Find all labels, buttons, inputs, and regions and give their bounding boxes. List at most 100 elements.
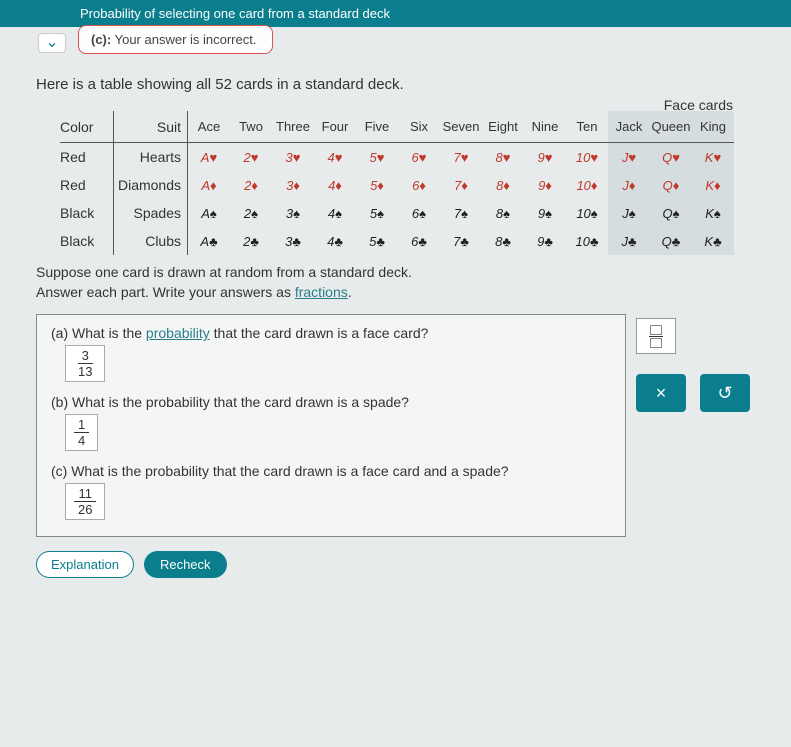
- cell-card: 7♣: [440, 227, 482, 255]
- cell-card: 9♠: [524, 199, 566, 227]
- table-header-row: Face cards Color Suit Ace Two Three Four…: [60, 111, 761, 143]
- fraction-tool[interactable]: [636, 318, 676, 354]
- instruct-line2c: .: [348, 284, 352, 300]
- instruct-line2a: Answer each part. Write your answers as: [36, 284, 295, 300]
- cell-card: 10♠: [566, 199, 608, 227]
- cell-card: A♠: [188, 199, 230, 227]
- cell-card: 2♦: [230, 171, 272, 199]
- cell-card: 8♠: [482, 199, 524, 227]
- cell-card: 6♥: [398, 143, 440, 171]
- hdr-queen: Queen: [650, 111, 692, 143]
- cell-card: 2♥: [230, 143, 272, 171]
- cell-card: 6♦: [398, 171, 440, 199]
- content-area: ⌄ (c): Your answer is incorrect. Here is…: [0, 27, 791, 588]
- cell-card: A♥: [188, 143, 230, 171]
- header-title: Probability of selecting one card from a…: [80, 6, 390, 21]
- cell-card: 7♦: [440, 171, 482, 199]
- hdr-suit: Suit: [114, 111, 188, 143]
- cell-card: 7♠: [440, 199, 482, 227]
- cell-card: 9♣: [524, 227, 566, 255]
- part-b: (b) What is the probability that the car…: [51, 394, 611, 451]
- page-header: Probability of selecting one card from a…: [0, 0, 791, 27]
- table-row: BlackClubsA♣2♣3♣4♣5♣6♣7♣8♣9♣10♣J♣Q♣K♣: [60, 227, 761, 255]
- recheck-button[interactable]: Recheck: [144, 551, 227, 578]
- footer-buttons: Explanation Recheck: [36, 551, 771, 578]
- cell-card: Q♦: [650, 171, 692, 199]
- cell-card: K♦: [692, 171, 734, 199]
- cell-card: A♦: [188, 171, 230, 199]
- hdr-seven: Seven: [440, 111, 482, 143]
- feedback-part-label: (c):: [91, 32, 111, 47]
- part-a-question: (a) What is the probability that the car…: [51, 325, 611, 341]
- part-a-answer[interactable]: 3 13: [65, 345, 105, 382]
- part-b-answer[interactable]: 1 4: [65, 414, 98, 451]
- intro-text: Here is a table showing all 52 cards in …: [36, 76, 771, 93]
- instruct-line1: Suppose one card is drawn at random from…: [36, 264, 412, 280]
- part-c-numerator: 11: [74, 486, 96, 502]
- feedback-message: (c): Your answer is incorrect.: [78, 25, 273, 54]
- cell-card: 2♣: [230, 227, 272, 255]
- hdr-four: Four: [314, 111, 356, 143]
- fraction-icon: [649, 325, 663, 348]
- cell-card: J♦: [608, 171, 650, 199]
- cell-color: Red: [60, 143, 114, 171]
- part-a-denominator: 13: [74, 364, 96, 379]
- hdr-jack: Jack: [608, 111, 650, 143]
- cell-card: K♠: [692, 199, 734, 227]
- fractions-link[interactable]: fractions: [295, 284, 348, 300]
- cell-card: 4♦: [314, 171, 356, 199]
- probability-link[interactable]: probability: [146, 325, 210, 341]
- cell-card: J♠: [608, 199, 650, 227]
- part-c-answer[interactable]: 11 26: [65, 483, 105, 520]
- cell-card: 3♥: [272, 143, 314, 171]
- cell-color: Red: [60, 171, 114, 199]
- hdr-color: Color: [60, 111, 114, 143]
- cell-card: 6♠: [398, 199, 440, 227]
- cell-card: 7♥: [440, 143, 482, 171]
- cell-suit: Spades: [114, 199, 188, 227]
- cell-card: 2♠: [230, 199, 272, 227]
- cell-card: 5♥: [356, 143, 398, 171]
- part-b-question: (b) What is the probability that the car…: [51, 394, 611, 410]
- table-row: BlackSpadesA♠2♠3♠4♠5♠6♠7♠8♠9♠10♠J♠Q♠K♠: [60, 199, 761, 227]
- part-a-q2: that the card drawn is a face card?: [210, 325, 429, 341]
- answer-box: (a) What is the probability that the car…: [36, 314, 626, 537]
- cell-color: Black: [60, 199, 114, 227]
- hdr-ace: Ace: [188, 111, 230, 143]
- cell-card: 10♥: [566, 143, 608, 171]
- part-a-numerator: 3: [78, 348, 93, 364]
- part-c-question: (c) What is the probability that the car…: [51, 463, 611, 479]
- table-row: RedHeartsA♥2♥3♥4♥5♥6♥7♥8♥9♥10♥J♥Q♥K♥: [60, 143, 761, 171]
- cell-card: 3♣: [272, 227, 314, 255]
- part-c-denominator: 26: [74, 502, 96, 517]
- hdr-ten: Ten: [566, 111, 608, 143]
- reset-button[interactable]: ↺: [700, 374, 750, 412]
- cell-color: Black: [60, 227, 114, 255]
- feedback-text: Your answer is incorrect.: [115, 32, 257, 47]
- cell-card: 5♦: [356, 171, 398, 199]
- face-cards-label: Face cards: [664, 97, 733, 113]
- cell-card: J♣: [608, 227, 650, 255]
- cell-card: A♣: [188, 227, 230, 255]
- cell-card: Q♣: [650, 227, 692, 255]
- cell-suit: Diamonds: [114, 171, 188, 199]
- cell-card: 10♦: [566, 171, 608, 199]
- collapse-toggle[interactable]: ⌄: [38, 33, 66, 53]
- cell-card: 8♦: [482, 171, 524, 199]
- hdr-six: Six: [398, 111, 440, 143]
- cell-card: 4♥: [314, 143, 356, 171]
- cell-card: 8♥: [482, 143, 524, 171]
- part-b-denominator: 4: [74, 433, 89, 448]
- hdr-two: Two: [230, 111, 272, 143]
- cell-card: 9♥: [524, 143, 566, 171]
- hdr-five: Five: [356, 111, 398, 143]
- cell-card: 4♠: [314, 199, 356, 227]
- cell-card: J♥: [608, 143, 650, 171]
- cell-suit: Clubs: [114, 227, 188, 255]
- clear-button[interactable]: ×: [636, 374, 686, 412]
- hdr-nine: Nine: [524, 111, 566, 143]
- explanation-button[interactable]: Explanation: [36, 551, 134, 578]
- part-a: (a) What is the probability that the car…: [51, 325, 611, 382]
- cell-card: K♥: [692, 143, 734, 171]
- chevron-down-icon: ⌄: [45, 34, 58, 51]
